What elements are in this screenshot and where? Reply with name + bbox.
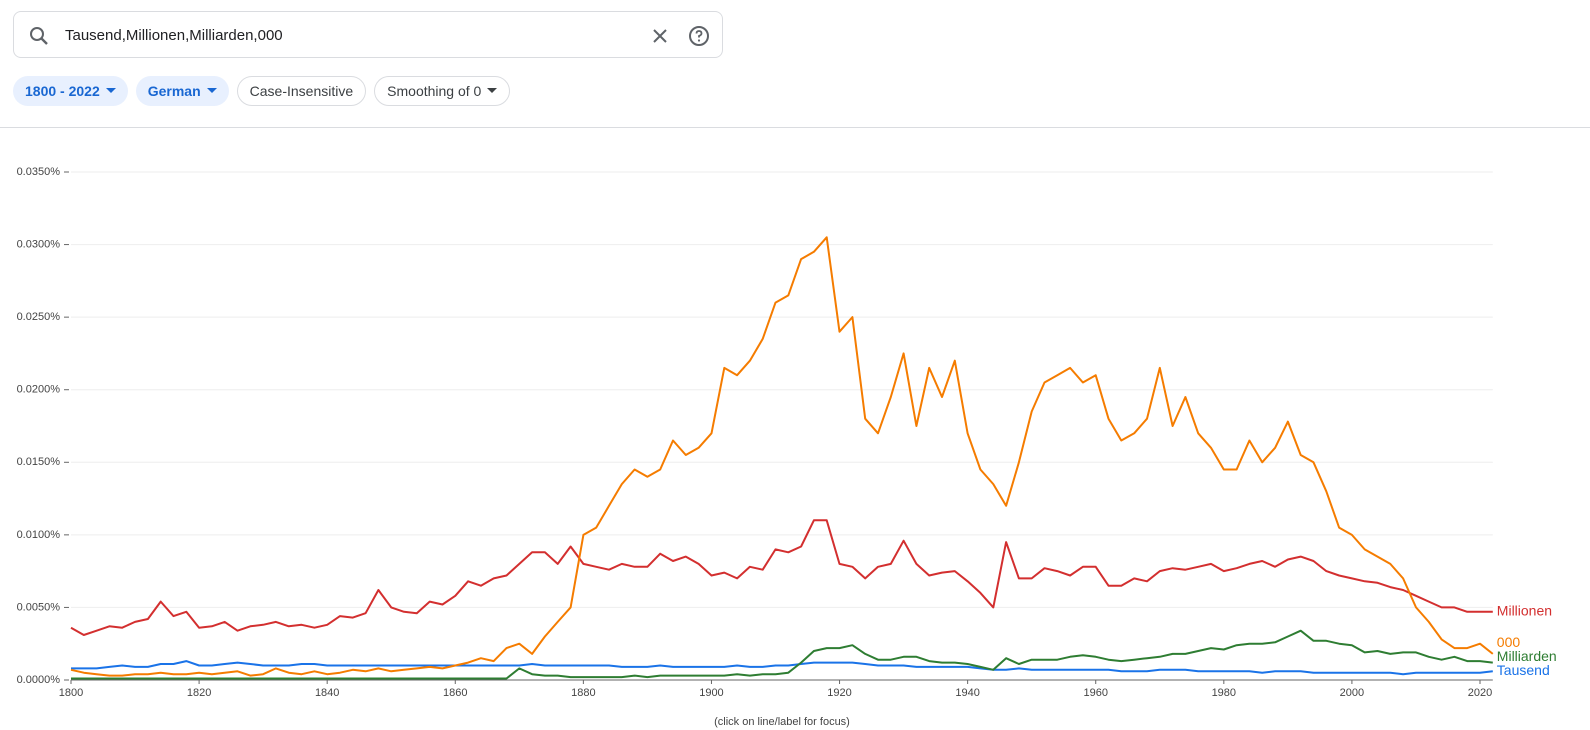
x-tick-label: 1960 xyxy=(1083,687,1107,699)
dropdown-arrow xyxy=(105,88,116,93)
series-label[interactable]: 000 xyxy=(1497,634,1521,650)
series-line xyxy=(71,629,1493,680)
x-tick-label: 1920 xyxy=(827,687,851,699)
dropdown-arrow xyxy=(487,88,498,93)
x-tick-label: 1900 xyxy=(699,687,723,699)
x-tick-label: 2020 xyxy=(1468,687,1492,699)
chip[interactable]: Case-Insensitive xyxy=(236,76,367,106)
chip-label: Smoothing of 0 xyxy=(387,83,482,99)
chip[interactable]: German xyxy=(135,76,229,106)
chip-label: 1800 - 2022 xyxy=(25,83,100,99)
y-tick-label: 0.0150% xyxy=(17,456,61,468)
y-tick-label: 0.0000% xyxy=(17,674,61,686)
y-tick-label: 0.0350% xyxy=(17,166,61,178)
x-tick-label: 2000 xyxy=(1340,687,1364,699)
y-tick-label: 0.0050% xyxy=(17,601,61,613)
dropdown-arrow xyxy=(206,88,217,93)
chip-row: 1800 - 2022 German Case-Insensitive Smoo… xyxy=(13,76,511,106)
help-icon[interactable] xyxy=(687,24,711,48)
series-label[interactable]: Milliarden xyxy=(1497,648,1557,664)
y-tick-label: 0.0100% xyxy=(17,529,61,541)
search-box[interactable]: Tausend,Millionen,Milliarden,000 xyxy=(13,11,723,58)
x-tick-label: 1940 xyxy=(955,687,979,699)
chip[interactable]: Smoothing of 0 xyxy=(374,76,511,106)
chip-label: German xyxy=(147,83,201,99)
y-tick-label: 0.0300% xyxy=(17,238,61,250)
series-label[interactable]: Millionen xyxy=(1497,602,1552,618)
x-tick-label: 1880 xyxy=(571,687,595,699)
series-label[interactable]: Tausend xyxy=(1497,662,1550,678)
x-tick-label: 1800 xyxy=(59,687,83,699)
clear-icon[interactable] xyxy=(648,24,672,48)
series-line xyxy=(71,660,1493,676)
x-tick-label: 1980 xyxy=(1212,687,1236,699)
y-tick-label: 0.0200% xyxy=(17,384,61,396)
x-tick-label: 1860 xyxy=(443,687,467,699)
search-icon xyxy=(30,27,48,45)
y-tick-label: 0.0250% xyxy=(17,311,61,323)
chip[interactable]: 1800 - 2022 xyxy=(13,76,128,106)
series-line xyxy=(70,519,1493,636)
x-tick-label: 1840 xyxy=(315,687,339,699)
chart-note: (click on line/label for focus) xyxy=(714,716,850,728)
search-query[interactable]: Tausend,Millionen,Milliarden,000 xyxy=(65,27,283,44)
chip-label: Case-Insensitive xyxy=(249,83,354,99)
series-line xyxy=(70,236,1494,677)
x-tick-label: 1820 xyxy=(187,687,211,699)
divider xyxy=(0,127,1590,128)
